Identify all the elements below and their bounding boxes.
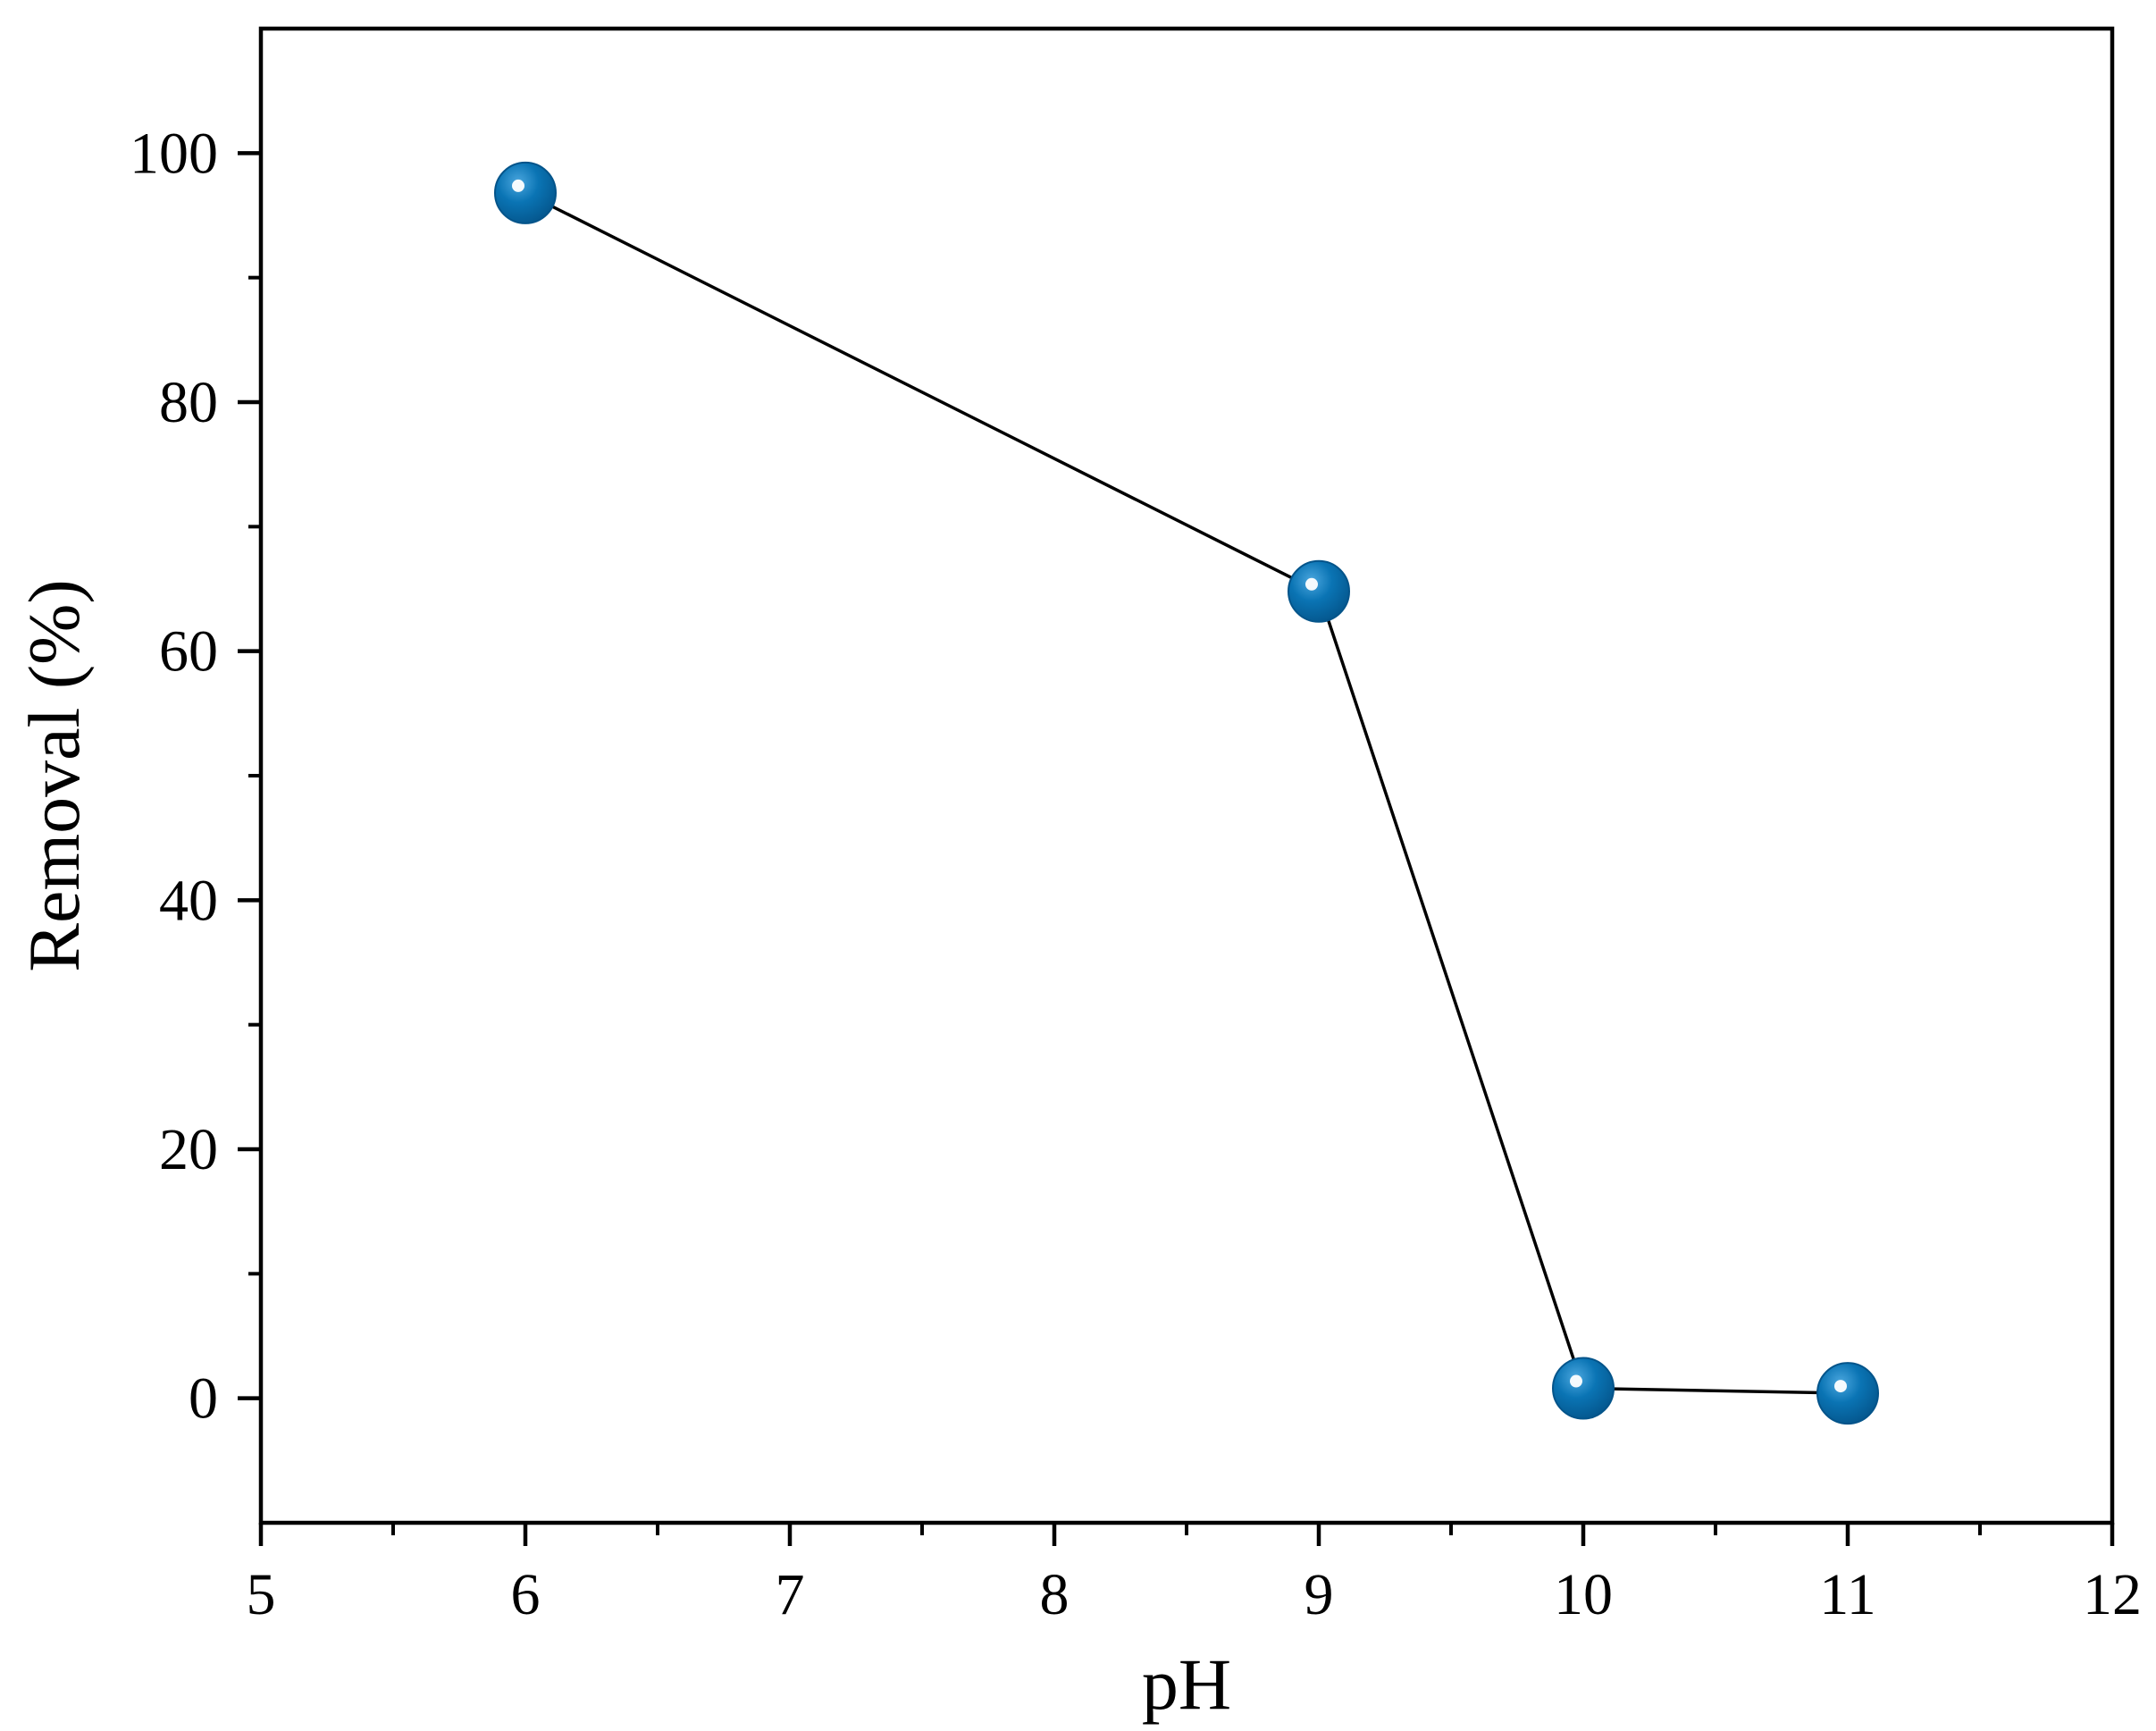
y-tick-label: 20 <box>159 1117 218 1182</box>
data-point-highlight <box>1570 1374 1582 1388</box>
y-tick-label: 60 <box>159 619 218 685</box>
data-point-marker <box>1288 559 1350 623</box>
x-axis-title: pH <box>1142 1643 1231 1725</box>
x-tick-label: 11 <box>1819 1562 1876 1627</box>
data-point-highlight <box>512 179 524 192</box>
y-tick-label: 80 <box>159 370 218 435</box>
x-tick-label: 5 <box>247 1562 276 1627</box>
data-point <box>1816 1362 1879 1425</box>
data-point-marker <box>1816 1362 1879 1425</box>
series-line <box>524 191 1849 1395</box>
y-tick-label: 0 <box>189 1366 218 1432</box>
data-point <box>1552 1357 1615 1420</box>
y-tick-label: 100 <box>130 121 218 186</box>
x-tick-label: 9 <box>1305 1562 1334 1627</box>
y-tick-label: 40 <box>159 868 218 933</box>
plot-area <box>261 29 2112 1523</box>
x-tick-label: 7 <box>776 1562 805 1627</box>
x-tick-label: 6 <box>511 1562 541 1627</box>
x-tick-label: 10 <box>1554 1562 1613 1627</box>
y-axis-title: Removal (%) <box>13 579 95 971</box>
x-tick-label: 8 <box>1040 1562 1070 1627</box>
data-point <box>494 161 557 224</box>
data-point <box>1288 559 1350 623</box>
data-point-marker <box>1552 1357 1615 1420</box>
data-point-marker <box>494 161 557 224</box>
x-tick-label: 12 <box>2083 1562 2142 1627</box>
data-point-highlight <box>1305 577 1318 591</box>
data-point-highlight <box>1834 1380 1847 1393</box>
